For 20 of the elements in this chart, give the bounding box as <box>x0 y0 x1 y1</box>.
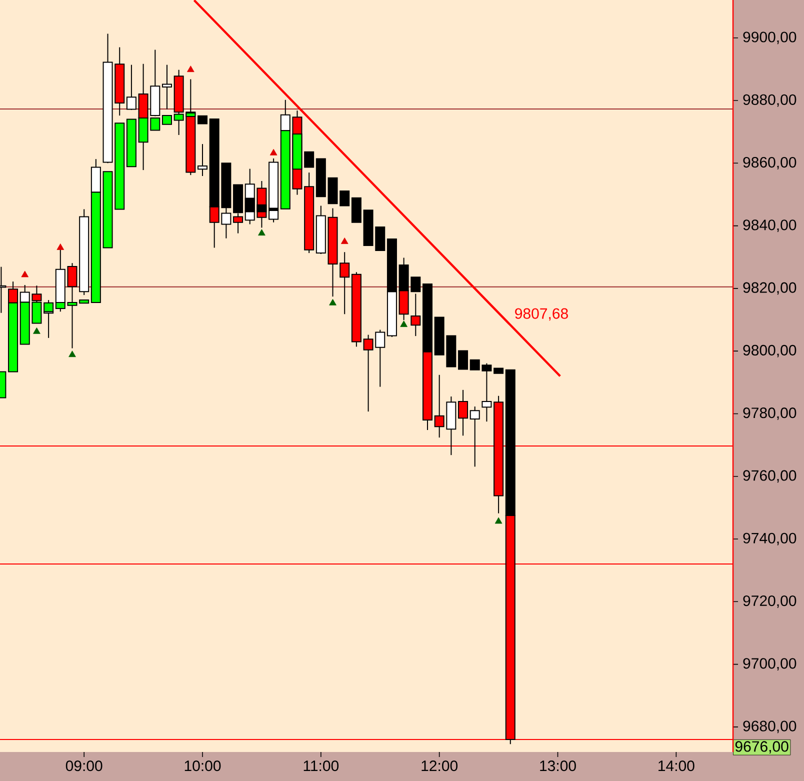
y-tick-label: 9860,00 <box>743 156 796 170</box>
y-tick-label: 9780,00 <box>743 408 796 420</box>
y-tick-label: 9700,00 <box>743 658 796 670</box>
x-tick-label: 14:00 <box>658 760 694 772</box>
y-tick-label: 9680,00 <box>743 720 796 734</box>
y-tick-label: 9900,00 <box>743 32 796 44</box>
y-tick-label: 9720,00 <box>743 595 796 608</box>
annotation: 9807,68 <box>515 308 568 321</box>
x-tick-label: 11:00 <box>304 760 339 772</box>
x-tick-label: 12:00 <box>422 760 458 772</box>
y-tick-label: 9820,00 <box>743 282 796 295</box>
y-tick-label: 9800,00 <box>743 344 796 358</box>
x-tick-label: 10:00 <box>184 760 221 772</box>
y-tick-label: 9840,00 <box>743 220 796 232</box>
x-tick-label: 09:00 <box>66 760 102 772</box>
x-tick-label: 13:00 <box>540 760 576 772</box>
ref-line-label: 9676,00 <box>735 741 788 754</box>
y-tick-label: 9880,00 <box>743 94 796 107</box>
y-tick-label: 9760,00 <box>743 470 796 483</box>
y-tick-label: 9740,00 <box>743 532 796 546</box>
